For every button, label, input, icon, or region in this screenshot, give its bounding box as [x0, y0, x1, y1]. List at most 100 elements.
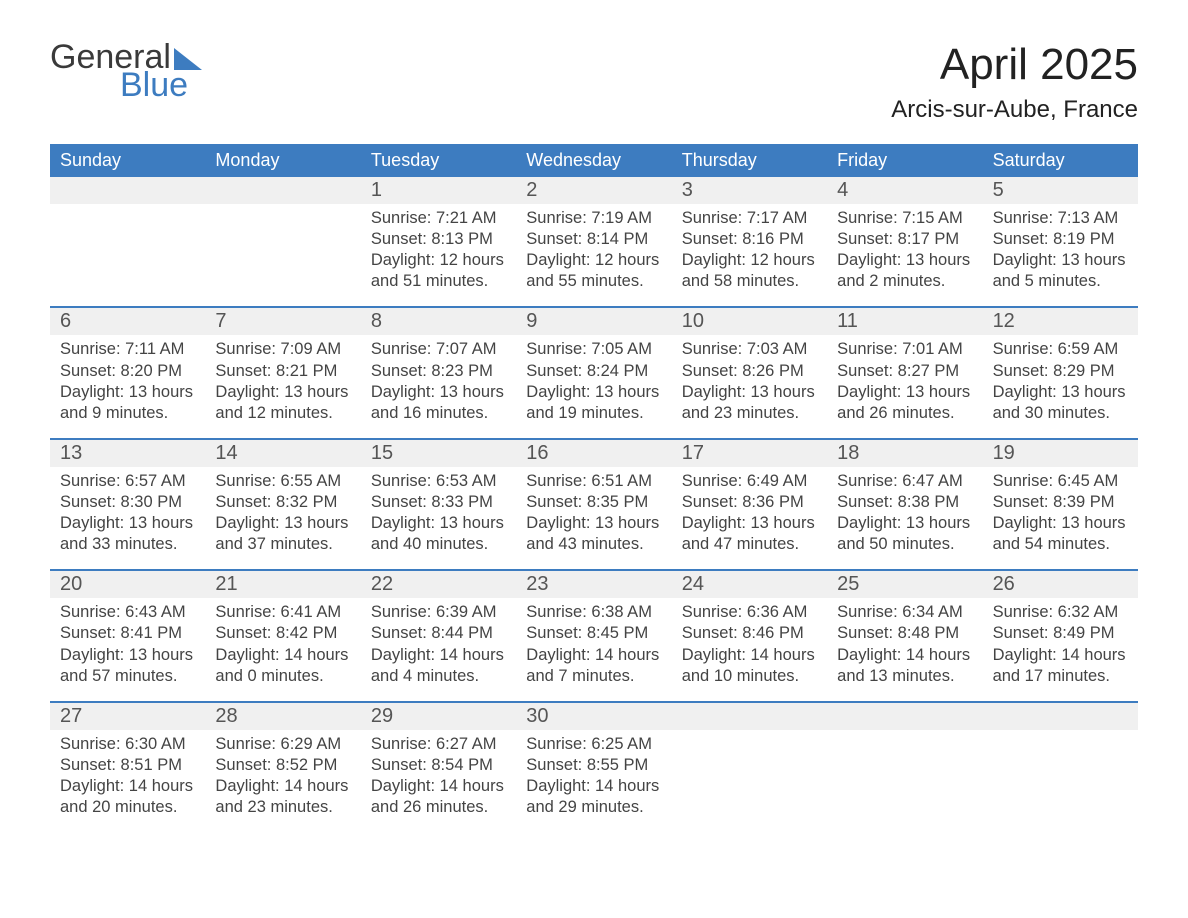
- day-cell: Sunrise: 6:36 AMSunset: 8:46 PMDaylight:…: [672, 598, 827, 700]
- sunrise-text: Sunrise: 6:57 AM: [60, 471, 195, 492]
- week: 20212223242526Sunrise: 6:43 AMSunset: 8:…: [50, 571, 1138, 700]
- sunrise-text: Sunrise: 6:29 AM: [215, 734, 350, 755]
- day-content-row: Sunrise: 6:57 AMSunset: 8:30 PMDaylight:…: [50, 467, 1138, 569]
- sunrise-text: Sunrise: 7:17 AM: [682, 208, 817, 229]
- day-number: 14: [205, 440, 360, 467]
- sunset-text: Sunset: 8:54 PM: [371, 755, 506, 776]
- weekday-saturday: Saturday: [983, 144, 1138, 177]
- daylight2-text: and 54 minutes.: [993, 534, 1128, 555]
- day-cell: Sunrise: 6:41 AMSunset: 8:42 PMDaylight:…: [205, 598, 360, 700]
- daylight1-text: Daylight: 13 hours: [837, 382, 972, 403]
- daylight2-text: and 55 minutes.: [526, 271, 661, 292]
- sunrise-text: Sunrise: 7:21 AM: [371, 208, 506, 229]
- day-number: 19: [983, 440, 1138, 467]
- day-number: 27: [50, 703, 205, 730]
- day-cell: Sunrise: 6:57 AMSunset: 8:30 PMDaylight:…: [50, 467, 205, 569]
- week: 13141516171819Sunrise: 6:57 AMSunset: 8:…: [50, 440, 1138, 569]
- title-block: April 2025 Arcis-sur-Aube, France: [891, 40, 1138, 124]
- daylight1-text: Daylight: 12 hours: [526, 250, 661, 271]
- weekday-sunday: Sunday: [50, 144, 205, 177]
- daylight1-text: Daylight: 12 hours: [682, 250, 817, 271]
- day-number-row: 12345: [50, 177, 1138, 204]
- sunset-text: Sunset: 8:52 PM: [215, 755, 350, 776]
- daylight2-text: and 4 minutes.: [371, 666, 506, 687]
- daylight1-text: Daylight: 13 hours: [682, 513, 817, 534]
- daylight2-text: and 9 minutes.: [60, 403, 195, 424]
- day-number-row: 27282930: [50, 703, 1138, 730]
- day-number: 13: [50, 440, 205, 467]
- sunset-text: Sunset: 8:17 PM: [837, 229, 972, 250]
- sunrise-text: Sunrise: 6:51 AM: [526, 471, 661, 492]
- day-cell: Sunrise: 6:55 AMSunset: 8:32 PMDaylight:…: [205, 467, 360, 569]
- day-content-row: Sunrise: 6:30 AMSunset: 8:51 PMDaylight:…: [50, 730, 1138, 832]
- daylight2-text: and 13 minutes.: [837, 666, 972, 687]
- sunrise-text: Sunrise: 6:59 AM: [993, 339, 1128, 360]
- week: 6789101112Sunrise: 7:11 AMSunset: 8:20 P…: [50, 308, 1138, 437]
- daylight2-text: and 2 minutes.: [837, 271, 972, 292]
- day-cell: Sunrise: 6:47 AMSunset: 8:38 PMDaylight:…: [827, 467, 982, 569]
- sunset-text: Sunset: 8:29 PM: [993, 361, 1128, 382]
- day-number: 26: [983, 571, 1138, 598]
- day-number: 11: [827, 308, 982, 335]
- daylight2-text: and 51 minutes.: [371, 271, 506, 292]
- day-number: 10: [672, 308, 827, 335]
- day-cell: [205, 204, 360, 306]
- daylight1-text: Daylight: 14 hours: [371, 645, 506, 666]
- sunset-text: Sunset: 8:30 PM: [60, 492, 195, 513]
- daylight2-text: and 10 minutes.: [682, 666, 817, 687]
- sunrise-text: Sunrise: 6:25 AM: [526, 734, 661, 755]
- weekday-thursday: Thursday: [672, 144, 827, 177]
- sunrise-text: Sunrise: 6:30 AM: [60, 734, 195, 755]
- day-number: 15: [361, 440, 516, 467]
- day-cell: Sunrise: 6:29 AMSunset: 8:52 PMDaylight:…: [205, 730, 360, 832]
- daylight1-text: Daylight: 13 hours: [60, 382, 195, 403]
- day-number: 24: [672, 571, 827, 598]
- sunrise-text: Sunrise: 7:15 AM: [837, 208, 972, 229]
- day-number-row: 6789101112: [50, 308, 1138, 335]
- daylight2-text: and 37 minutes.: [215, 534, 350, 555]
- sunrise-text: Sunrise: 6:55 AM: [215, 471, 350, 492]
- day-number: 5: [983, 177, 1138, 204]
- daylight1-text: Daylight: 13 hours: [837, 513, 972, 534]
- sunset-text: Sunset: 8:32 PM: [215, 492, 350, 513]
- sunset-text: Sunset: 8:49 PM: [993, 623, 1128, 644]
- day-cell: [827, 730, 982, 832]
- daylight1-text: Daylight: 14 hours: [526, 776, 661, 797]
- sunset-text: Sunset: 8:39 PM: [993, 492, 1128, 513]
- weekday-wednesday: Wednesday: [516, 144, 671, 177]
- sunrise-text: Sunrise: 7:01 AM: [837, 339, 972, 360]
- month-title: April 2025: [891, 40, 1138, 90]
- day-cell: Sunrise: 6:32 AMSunset: 8:49 PMDaylight:…: [983, 598, 1138, 700]
- day-number: 6: [50, 308, 205, 335]
- day-cell: Sunrise: 7:07 AMSunset: 8:23 PMDaylight:…: [361, 335, 516, 437]
- sunrise-text: Sunrise: 6:47 AM: [837, 471, 972, 492]
- sunset-text: Sunset: 8:16 PM: [682, 229, 817, 250]
- sunrise-text: Sunrise: 6:27 AM: [371, 734, 506, 755]
- daylight1-text: Daylight: 13 hours: [60, 513, 195, 534]
- sunset-text: Sunset: 8:26 PM: [682, 361, 817, 382]
- sunrise-text: Sunrise: 6:43 AM: [60, 602, 195, 623]
- day-cell: Sunrise: 6:30 AMSunset: 8:51 PMDaylight:…: [50, 730, 205, 832]
- day-content-row: Sunrise: 7:21 AMSunset: 8:13 PMDaylight:…: [50, 204, 1138, 306]
- daylight1-text: Daylight: 14 hours: [682, 645, 817, 666]
- day-cell: Sunrise: 7:15 AMSunset: 8:17 PMDaylight:…: [827, 204, 982, 306]
- logo: General Blue: [50, 40, 202, 102]
- sunset-text: Sunset: 8:55 PM: [526, 755, 661, 776]
- daylight1-text: Daylight: 14 hours: [60, 776, 195, 797]
- day-cell: Sunrise: 6:25 AMSunset: 8:55 PMDaylight:…: [516, 730, 671, 832]
- daylight2-text: and 50 minutes.: [837, 534, 972, 555]
- daylight2-text: and 26 minutes.: [371, 797, 506, 818]
- day-number: [983, 703, 1138, 730]
- sunrise-text: Sunrise: 7:09 AM: [215, 339, 350, 360]
- day-cell: Sunrise: 7:05 AMSunset: 8:24 PMDaylight:…: [516, 335, 671, 437]
- week: 27282930Sunrise: 6:30 AMSunset: 8:51 PMD…: [50, 703, 1138, 832]
- day-cell: Sunrise: 6:59 AMSunset: 8:29 PMDaylight:…: [983, 335, 1138, 437]
- day-number: 30: [516, 703, 671, 730]
- daylight1-text: Daylight: 14 hours: [215, 645, 350, 666]
- day-cell: Sunrise: 7:11 AMSunset: 8:20 PMDaylight:…: [50, 335, 205, 437]
- daylight1-text: Daylight: 14 hours: [993, 645, 1128, 666]
- sunrise-text: Sunrise: 7:03 AM: [682, 339, 817, 360]
- daylight1-text: Daylight: 13 hours: [371, 513, 506, 534]
- day-cell: Sunrise: 6:34 AMSunset: 8:48 PMDaylight:…: [827, 598, 982, 700]
- weekday-monday: Monday: [205, 144, 360, 177]
